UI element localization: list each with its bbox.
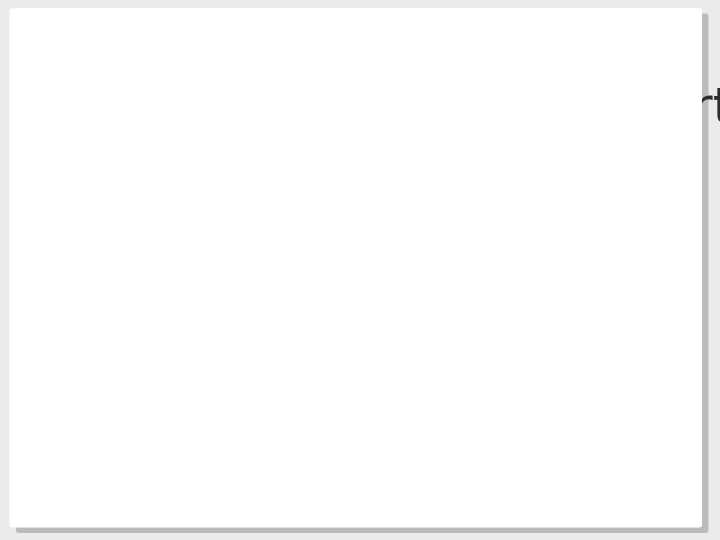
- Text: Low income: Low income: [122, 186, 325, 215]
- Text: ❖: ❖: [75, 330, 102, 360]
- Text: Lack of human capital: Lack of human capital: [122, 330, 500, 360]
- Text: ❖: ❖: [75, 186, 102, 215]
- Text: ❖: ❖: [75, 259, 102, 287]
- Text: Unemployment: Unemployment: [122, 259, 383, 287]
- Text: Possible Causes of Poverty: Possible Causes of Poverty: [95, 85, 720, 133]
